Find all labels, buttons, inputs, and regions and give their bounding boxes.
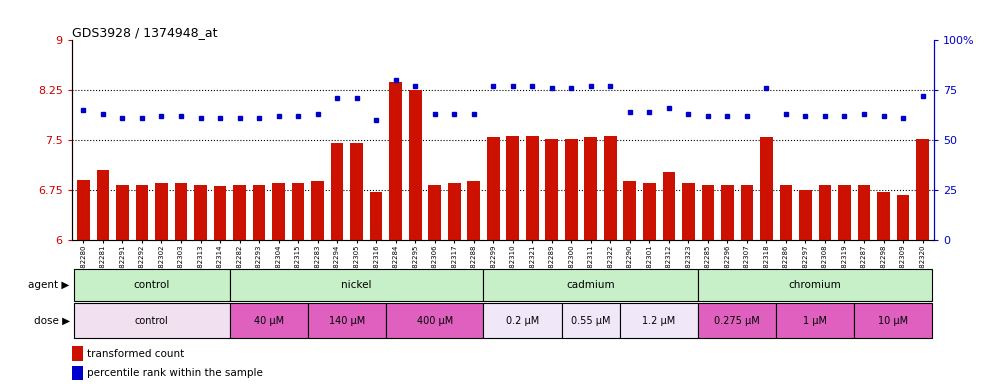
- Bar: [776, 303, 855, 338]
- Text: agent ▶: agent ▶: [28, 280, 70, 290]
- Text: 140 μM: 140 μM: [329, 316, 365, 326]
- Text: 1 μM: 1 μM: [803, 316, 828, 326]
- Bar: [741, 185, 753, 240]
- Bar: [351, 143, 363, 240]
- Bar: [74, 269, 230, 301]
- Bar: [721, 185, 734, 240]
- Text: cadmium: cadmium: [567, 280, 616, 290]
- Bar: [621, 303, 698, 338]
- Bar: [623, 181, 636, 240]
- Bar: [194, 185, 207, 240]
- Text: control: control: [134, 316, 168, 326]
- Text: 400 μM: 400 μM: [416, 316, 453, 326]
- Text: percentile rank within the sample: percentile rank within the sample: [88, 368, 263, 378]
- Bar: [585, 137, 598, 240]
- Text: 10 μM: 10 μM: [878, 316, 908, 326]
- Bar: [77, 180, 90, 240]
- Bar: [506, 136, 519, 240]
- Bar: [698, 303, 776, 338]
- Bar: [312, 181, 324, 240]
- Bar: [483, 303, 562, 338]
- Bar: [253, 185, 265, 240]
- Text: nickel: nickel: [342, 280, 372, 290]
- Bar: [682, 184, 694, 240]
- Bar: [389, 81, 402, 240]
- Bar: [370, 192, 382, 240]
- Bar: [487, 137, 500, 240]
- Bar: [701, 185, 714, 240]
- Bar: [448, 183, 460, 240]
- Text: GDS3928 / 1374948_at: GDS3928 / 1374948_at: [72, 26, 217, 39]
- Bar: [155, 184, 167, 240]
- Bar: [780, 185, 792, 240]
- Bar: [855, 303, 932, 338]
- Text: control: control: [133, 280, 170, 290]
- Bar: [230, 269, 483, 301]
- Bar: [117, 185, 128, 240]
- Bar: [698, 269, 932, 301]
- Bar: [230, 303, 308, 338]
- Bar: [385, 303, 483, 338]
- Bar: [308, 303, 385, 338]
- Bar: [546, 139, 558, 240]
- Text: dose ▶: dose ▶: [34, 316, 70, 326]
- Bar: [526, 136, 539, 240]
- Bar: [408, 90, 421, 240]
- Bar: [174, 184, 187, 240]
- Bar: [662, 172, 675, 240]
- Bar: [877, 192, 889, 240]
- Bar: [760, 137, 773, 240]
- Bar: [858, 185, 871, 240]
- Bar: [643, 183, 655, 240]
- Bar: [604, 136, 617, 240]
- Bar: [428, 185, 441, 240]
- Bar: [97, 170, 110, 240]
- Text: 0.2 μM: 0.2 μM: [506, 316, 539, 326]
- Bar: [799, 190, 812, 240]
- Bar: [819, 185, 832, 240]
- Bar: [331, 143, 344, 240]
- Bar: [839, 185, 851, 240]
- Bar: [896, 195, 909, 240]
- Bar: [565, 139, 578, 240]
- Bar: [233, 185, 246, 240]
- Bar: [562, 303, 621, 338]
- Bar: [135, 185, 148, 240]
- Text: 40 μM: 40 μM: [254, 316, 284, 326]
- Bar: [483, 269, 698, 301]
- Bar: [292, 184, 305, 240]
- Bar: [467, 181, 480, 240]
- Bar: [272, 183, 285, 240]
- Bar: [72, 366, 83, 380]
- Bar: [72, 346, 83, 361]
- Text: chromium: chromium: [789, 280, 842, 290]
- Text: transformed count: transformed count: [88, 349, 184, 359]
- Bar: [214, 186, 226, 240]
- Text: 0.55 μM: 0.55 μM: [571, 316, 611, 326]
- Text: 1.2 μM: 1.2 μM: [642, 316, 675, 326]
- Text: 0.275 μM: 0.275 μM: [714, 316, 760, 326]
- Bar: [916, 139, 929, 240]
- Bar: [74, 303, 230, 338]
